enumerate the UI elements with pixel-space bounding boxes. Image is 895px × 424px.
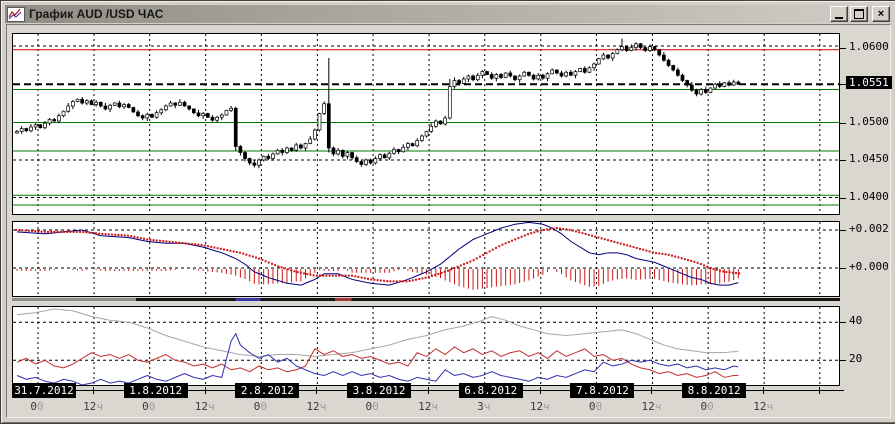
dmi-line-ADX: [16, 308, 739, 357]
time-label: 12ч: [753, 400, 774, 413]
date-label: 6.8.2012: [458, 383, 523, 398]
time-label: 12ч: [529, 400, 550, 413]
date-label: 8.8.2012: [682, 383, 747, 398]
maximize-button[interactable]: [850, 6, 868, 22]
dmi-indicator-panel[interactable]: [12, 306, 840, 386]
window-title: График AUD /USD ЧАС: [29, 7, 164, 21]
time-tick: [818, 387, 820, 394]
time-tick: [316, 387, 318, 394]
time-tick: [204, 387, 206, 394]
dmi-chart[interactable]: [13, 307, 839, 385]
current-price-label: 1.0551: [846, 76, 892, 90]
time-label: 3ч: [477, 400, 491, 413]
candles-layer: [15, 38, 741, 169]
macd-chart[interactable]: [13, 222, 839, 296]
close-icon: ×: [877, 8, 885, 20]
time-tick: [93, 387, 94, 394]
macd-indicator-panel[interactable]: [12, 221, 840, 297]
dmi-line--DI: [16, 332, 739, 385]
time-label: 12ч: [306, 400, 327, 413]
time-tick: [763, 387, 765, 394]
price-axis-label: 1.0500: [849, 114, 889, 128]
date-label: 3.8.2012: [347, 383, 412, 398]
price-tick: [839, 160, 846, 161]
time-axis: 31.7.2012 00 12ч 1.8.2012 00 12ч 2.8.2012 00 12ч…: [12, 383, 844, 417]
macd-axis-label: +0.002: [849, 221, 889, 235]
time-tick: [539, 387, 541, 394]
minimize-icon: [835, 17, 843, 19]
time-label: 00: [142, 400, 156, 413]
chart-client-area: MACD DMI 1.06001.05511.05001.04501.0400+…: [6, 24, 892, 418]
price-axis-label: 1.0600: [849, 39, 889, 53]
time-tick: [651, 387, 653, 394]
time-label: 12ч: [641, 400, 662, 413]
time-label: 12ч: [83, 400, 103, 413]
date-label: 7.8.2012: [570, 383, 635, 398]
price-tick: [839, 122, 846, 124]
time-label: 00: [30, 400, 44, 413]
time-tick: [428, 387, 430, 394]
time-label: 12ч: [194, 400, 215, 413]
macd-tick: [839, 268, 846, 270]
date-label: 1.8.2012: [123, 383, 188, 398]
price-tick: [839, 84, 846, 86]
time-label: 00: [588, 400, 603, 413]
price-axis-label: 1.0450: [849, 152, 889, 165]
time-label: 00: [700, 400, 714, 413]
price-tick: [839, 197, 846, 199]
macd-line: [16, 222, 739, 286]
time-label: 00: [253, 400, 267, 413]
date-label: 2.8.2012: [235, 383, 300, 398]
close-button[interactable]: ×: [872, 6, 890, 22]
macd-tick: [839, 229, 846, 231]
dmi-axis-label: 20: [849, 352, 863, 366]
window-controls: ×: [830, 6, 890, 22]
title-bar[interactable]: График AUD /USD ЧАС ×: [5, 5, 892, 23]
price-tick: [839, 47, 846, 49]
chart-app-icon: [7, 6, 25, 22]
dmi-tick: [839, 322, 846, 324]
time-label: 00: [365, 400, 379, 413]
price-axis-label: 1.0400: [849, 189, 889, 203]
dmi-tick: [839, 360, 846, 362]
time-label: 12ч: [418, 400, 438, 413]
dmi-axis-label: 40: [849, 314, 863, 328]
macd-axis-label: +0.000: [849, 260, 889, 274]
panel-separator: [12, 298, 840, 301]
maximize-icon: [854, 9, 864, 19]
time-axis-line: [12, 390, 844, 391]
dmi-line-+DI: [16, 346, 739, 378]
minimize-button[interactable]: [830, 6, 848, 22]
candlestick-chart[interactable]: [13, 34, 839, 214]
price-chart-panel[interactable]: [12, 33, 840, 215]
date-label: 31.7.2012: [12, 383, 76, 398]
